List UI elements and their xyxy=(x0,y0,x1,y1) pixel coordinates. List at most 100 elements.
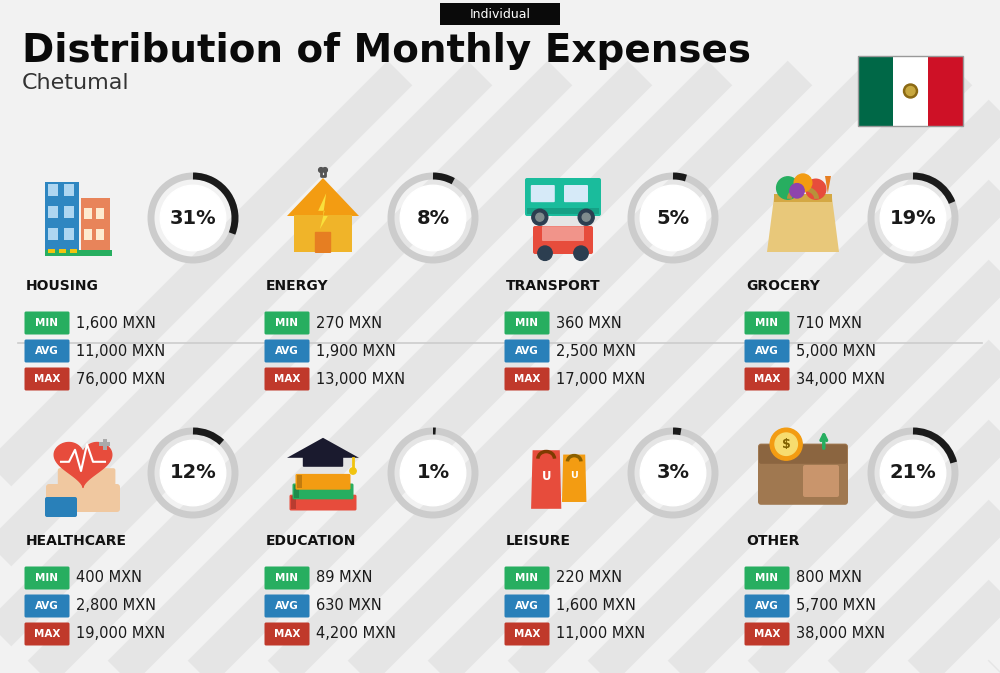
Circle shape xyxy=(319,168,323,172)
Text: $: $ xyxy=(782,437,791,451)
FancyBboxPatch shape xyxy=(744,567,790,590)
FancyBboxPatch shape xyxy=(64,184,74,196)
FancyBboxPatch shape xyxy=(296,474,351,490)
Text: AVG: AVG xyxy=(35,346,59,356)
FancyBboxPatch shape xyxy=(744,594,790,618)
FancyBboxPatch shape xyxy=(24,623,70,645)
Text: 76,000 MXN: 76,000 MXN xyxy=(76,371,165,386)
Text: 17,000 MXN: 17,000 MXN xyxy=(556,371,645,386)
FancyBboxPatch shape xyxy=(24,339,70,363)
Text: 11,000 MXN: 11,000 MXN xyxy=(556,627,645,641)
Text: 5,700 MXN: 5,700 MXN xyxy=(796,598,876,614)
Circle shape xyxy=(777,177,799,199)
FancyBboxPatch shape xyxy=(24,367,70,390)
Polygon shape xyxy=(54,443,112,487)
Text: 21%: 21% xyxy=(890,464,936,483)
Circle shape xyxy=(794,174,812,192)
Circle shape xyxy=(640,185,706,251)
Circle shape xyxy=(770,428,802,460)
FancyBboxPatch shape xyxy=(264,594,310,618)
FancyBboxPatch shape xyxy=(531,185,555,202)
FancyBboxPatch shape xyxy=(525,178,601,216)
FancyBboxPatch shape xyxy=(505,567,550,590)
FancyBboxPatch shape xyxy=(533,226,593,254)
Text: MIN: MIN xyxy=(516,318,538,328)
Text: U: U xyxy=(570,471,578,480)
FancyBboxPatch shape xyxy=(96,229,104,240)
Text: AVG: AVG xyxy=(275,346,299,356)
FancyBboxPatch shape xyxy=(264,339,310,363)
FancyBboxPatch shape xyxy=(303,455,343,467)
FancyBboxPatch shape xyxy=(48,228,58,240)
Text: AVG: AVG xyxy=(755,601,779,611)
FancyBboxPatch shape xyxy=(45,497,77,517)
FancyBboxPatch shape xyxy=(45,182,79,252)
Circle shape xyxy=(806,179,826,199)
Text: 38,000 MXN: 38,000 MXN xyxy=(796,627,885,641)
FancyBboxPatch shape xyxy=(774,194,832,202)
Text: MAX: MAX xyxy=(514,374,540,384)
FancyBboxPatch shape xyxy=(48,184,58,196)
Circle shape xyxy=(536,213,544,221)
Circle shape xyxy=(400,185,466,251)
Circle shape xyxy=(160,440,226,506)
Polygon shape xyxy=(767,196,839,252)
Text: 13,000 MXN: 13,000 MXN xyxy=(316,371,405,386)
Circle shape xyxy=(532,209,548,225)
Text: HOUSING: HOUSING xyxy=(26,279,99,293)
FancyBboxPatch shape xyxy=(48,206,58,218)
FancyBboxPatch shape xyxy=(72,468,87,493)
FancyBboxPatch shape xyxy=(64,206,74,218)
FancyBboxPatch shape xyxy=(48,249,55,253)
Text: 11,000 MXN: 11,000 MXN xyxy=(76,343,165,359)
Text: 12%: 12% xyxy=(170,464,216,483)
Text: 270 MXN: 270 MXN xyxy=(316,316,382,330)
Text: 220 MXN: 220 MXN xyxy=(556,571,622,586)
Circle shape xyxy=(582,213,590,221)
Text: 1,600 MXN: 1,600 MXN xyxy=(556,598,636,614)
Text: 400 MXN: 400 MXN xyxy=(76,571,142,586)
Text: MAX: MAX xyxy=(754,629,780,639)
Text: 800 MXN: 800 MXN xyxy=(796,571,862,586)
Polygon shape xyxy=(287,178,359,216)
Text: LEISURE: LEISURE xyxy=(506,534,571,548)
FancyBboxPatch shape xyxy=(294,485,299,498)
FancyBboxPatch shape xyxy=(744,623,790,645)
Text: MAX: MAX xyxy=(34,374,60,384)
Text: 8%: 8% xyxy=(416,209,450,227)
Text: MIN: MIN xyxy=(756,573,778,583)
Text: AVG: AVG xyxy=(515,346,539,356)
FancyBboxPatch shape xyxy=(291,496,296,509)
Circle shape xyxy=(538,246,552,260)
FancyBboxPatch shape xyxy=(294,215,352,252)
FancyBboxPatch shape xyxy=(744,367,790,390)
FancyBboxPatch shape xyxy=(858,56,893,126)
FancyBboxPatch shape xyxy=(542,226,584,241)
FancyBboxPatch shape xyxy=(440,3,560,25)
FancyBboxPatch shape xyxy=(292,483,354,499)
Text: 2,500 MXN: 2,500 MXN xyxy=(556,343,636,359)
FancyBboxPatch shape xyxy=(24,567,70,590)
Circle shape xyxy=(400,440,466,506)
FancyBboxPatch shape xyxy=(45,250,112,256)
Text: 31%: 31% xyxy=(170,209,216,227)
Text: 2,800 MXN: 2,800 MXN xyxy=(76,598,156,614)
FancyBboxPatch shape xyxy=(70,249,77,253)
Text: 1,900 MXN: 1,900 MXN xyxy=(316,343,396,359)
FancyBboxPatch shape xyxy=(103,439,107,450)
FancyBboxPatch shape xyxy=(758,444,848,505)
Polygon shape xyxy=(562,454,586,502)
Text: 19,000 MXN: 19,000 MXN xyxy=(76,627,165,641)
Circle shape xyxy=(775,433,797,456)
FancyBboxPatch shape xyxy=(803,465,839,497)
FancyBboxPatch shape xyxy=(99,441,110,446)
FancyBboxPatch shape xyxy=(264,312,310,334)
Circle shape xyxy=(578,209,594,225)
FancyBboxPatch shape xyxy=(58,468,73,493)
FancyBboxPatch shape xyxy=(505,339,550,363)
Text: MIN: MIN xyxy=(756,318,778,328)
FancyBboxPatch shape xyxy=(64,228,74,240)
Text: MIN: MIN xyxy=(516,573,538,583)
Polygon shape xyxy=(287,438,359,458)
Text: 3%: 3% xyxy=(656,464,690,483)
